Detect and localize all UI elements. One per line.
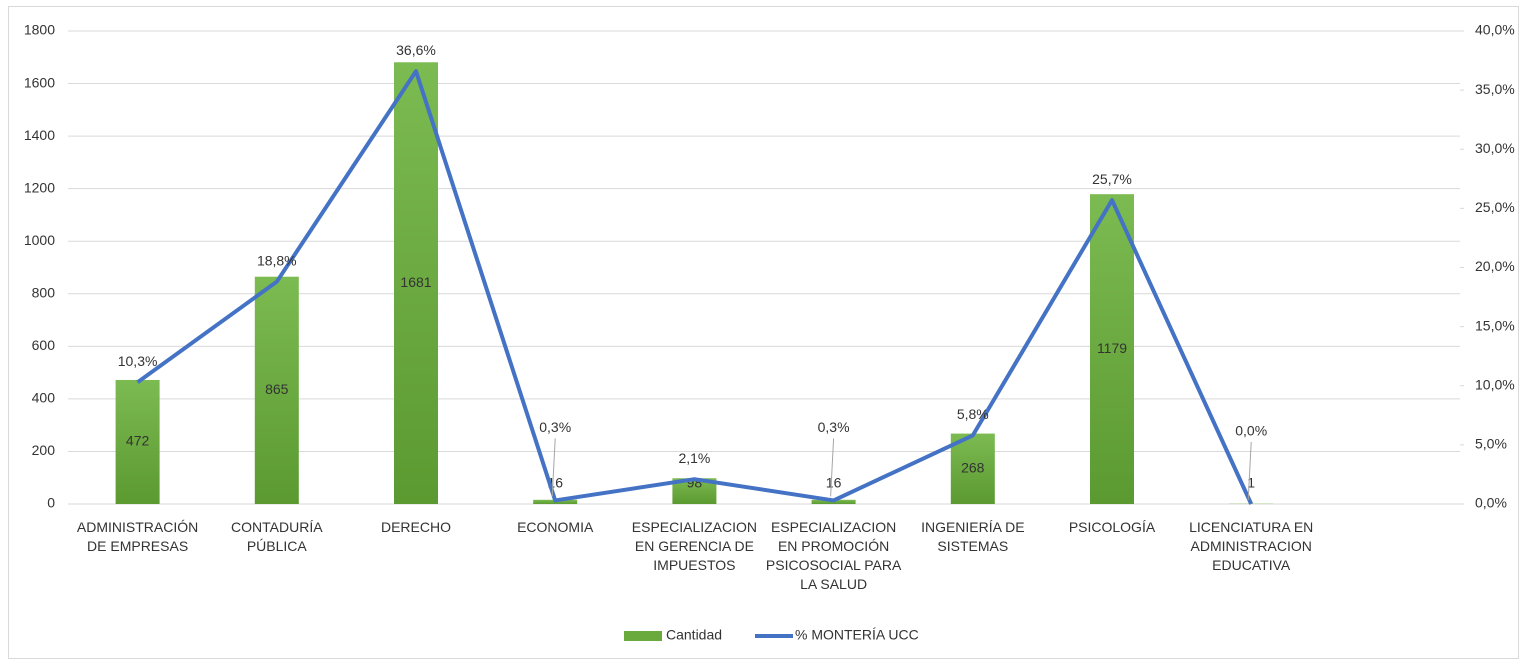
y-tick-label: 1600	[24, 74, 55, 90]
bar-value-label: 865	[265, 381, 289, 397]
chart-frame	[8, 6, 1519, 659]
y2-tick-label: 10,0%	[1475, 376, 1515, 392]
bar-value-label: 1179	[1097, 340, 1127, 356]
bar	[394, 62, 438, 504]
y-tick-label: 1200	[24, 179, 55, 195]
y2-tick-label: 35,0%	[1475, 81, 1515, 97]
bar-value-label: 472	[126, 433, 150, 449]
line-value-label: 36,6%	[396, 42, 436, 58]
y-tick-label: 0	[47, 495, 55, 511]
legend-swatch	[624, 631, 662, 641]
line-value-label: 25,7%	[1092, 171, 1132, 187]
y2-tick-label: 25,0%	[1475, 199, 1515, 215]
bar-value-label: 1	[1247, 475, 1255, 491]
bar-value-label: 1681	[400, 274, 431, 290]
x-tick-label: LICENCIATURA EN ADMINISTRACION EDUCATIVA	[1189, 519, 1313, 573]
bar	[1090, 194, 1134, 504]
y-tick-label: 1000	[24, 232, 55, 248]
y-tick-label: 400	[32, 390, 56, 406]
y-tick-label: 1400	[24, 127, 55, 143]
bar	[254, 276, 299, 504]
bar-value-label: 268	[961, 459, 985, 475]
y2-tick-label: 0,0%	[1475, 495, 1507, 511]
leader-line	[1247, 441, 1252, 501]
y-tick-label: 800	[32, 284, 56, 300]
x-tick-label: ESPECIALIZACION EN PROMOCIÓN PSICOSOCIAL P…	[766, 519, 902, 592]
y2-tick-label: 40,0%	[1475, 22, 1515, 38]
y2-tick-label: 15,0%	[1475, 317, 1515, 333]
y2-tick-label: 30,0%	[1475, 140, 1515, 156]
x-tick-label: CONTADURÍA PÚBLICA	[231, 519, 323, 554]
x-tick-label: ECONOMIA	[517, 519, 594, 535]
y-tick-label: 200	[32, 442, 56, 458]
bar-value-label: 98	[687, 475, 703, 491]
bar	[950, 433, 995, 504]
y2-tick-label: 5,0%	[1475, 436, 1507, 452]
leader-line	[830, 438, 835, 497]
x-tick-label: ESPECIALIZACION EN GERENCIA DE IMPUESTOS	[632, 519, 757, 573]
y-tick-label: 1800	[24, 22, 55, 38]
line-value-label: 0,0%	[1235, 423, 1267, 439]
leader-line	[551, 438, 556, 497]
line-value-label: 18,8%	[257, 252, 297, 268]
legend-label: Cantidad	[666, 627, 722, 643]
line-value-label: 0,3%	[539, 419, 571, 435]
y-tick-label: 600	[32, 337, 56, 353]
line-series	[136, 69, 1254, 505]
line-value-label: 10,3%	[118, 353, 158, 369]
bar	[115, 379, 160, 504]
line-value-label: 0,3%	[818, 419, 850, 435]
x-tick-label: ADMINISTRACIÓN DE EMPRESAS	[77, 519, 198, 554]
bar-value-label: 16	[826, 475, 842, 491]
legend-label: % MONTERÍA UCC	[795, 627, 919, 643]
x-tick-label: PSICOLOGÍA	[1069, 519, 1156, 535]
line-value-label: 2,1%	[678, 450, 710, 466]
line-value-label: 5,8%	[957, 406, 989, 422]
x-tick-label: INGENIERÍA DE SISTEMAS	[921, 519, 1024, 554]
y2-tick-label: 20,0%	[1475, 258, 1515, 274]
x-tick-label: DERECHO	[381, 519, 451, 535]
